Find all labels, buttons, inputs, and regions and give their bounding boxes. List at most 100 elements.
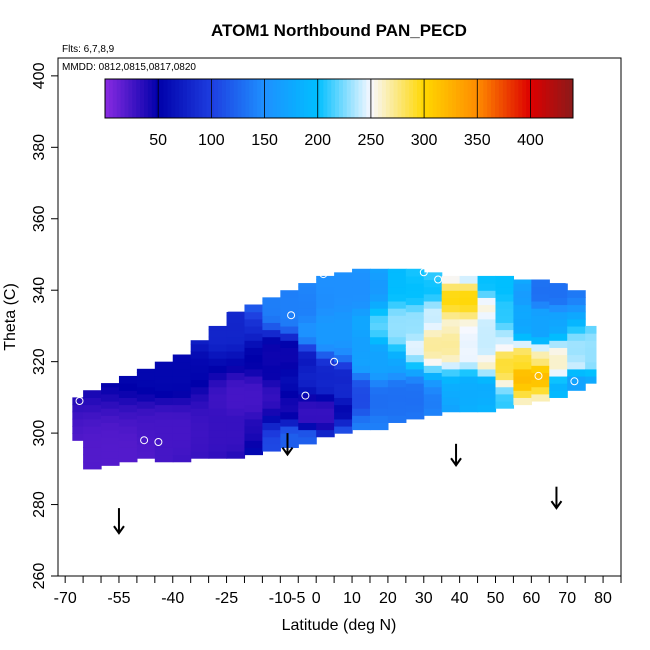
heatmap-cell [190, 450, 210, 459]
heatmap-cell [262, 300, 281, 309]
heatmap-cell [262, 350, 281, 359]
heatmap-cell [369, 308, 389, 316]
colorbar-segment [183, 79, 188, 118]
heatmap-cell [387, 286, 407, 295]
heatmap-cell [101, 443, 120, 452]
heatmap-cell [585, 354, 597, 363]
colorbar-segment [319, 79, 324, 118]
heatmap-cell [298, 286, 317, 295]
heatmap-cell [387, 336, 407, 345]
x-tick-label: 80 [594, 590, 612, 607]
heatmap-cell [298, 315, 317, 323]
heatmap-cell [585, 333, 597, 341]
heatmap-cell [118, 375, 138, 384]
heatmap-cell [298, 300, 317, 309]
heatmap-cell [495, 336, 515, 345]
heatmap-cell [226, 450, 246, 459]
sample-point [434, 275, 443, 284]
heatmap-cell [531, 343, 550, 352]
colorbar-segment [557, 79, 562, 118]
heatmap-cell [585, 340, 597, 348]
heatmap-cell [118, 433, 138, 441]
heatmap-cell [334, 297, 353, 306]
heatmap-cell [477, 333, 497, 341]
heatmap-cell [280, 411, 299, 420]
colorbar-tick-label: 250 [358, 132, 385, 149]
heatmap-cell [334, 397, 353, 406]
heatmap-cell [280, 368, 299, 377]
heatmap-cell [118, 454, 138, 463]
heatmap-cell [352, 336, 371, 345]
y-tick-label: 260 [31, 563, 48, 590]
heatmap-cell [459, 354, 479, 363]
colorbar-segment [409, 79, 414, 118]
heatmap-cell [154, 368, 174, 377]
heatmap-cell [172, 454, 192, 463]
heatmap-cell [477, 340, 497, 348]
y-tick-label: 320 [31, 348, 48, 375]
heatmap-cell [334, 318, 353, 327]
colorbar-segment [105, 79, 110, 118]
heatmap-cell [549, 304, 568, 313]
heatmap-cell [531, 358, 550, 366]
heatmap-cell [226, 336, 246, 345]
heatmap-cell [441, 333, 461, 341]
colorbar-segment [467, 79, 473, 118]
colorbar-segment [249, 79, 254, 118]
heatmap-cell [172, 425, 192, 434]
heatmap-cell [172, 361, 192, 370]
colorbar-segment [327, 79, 332, 118]
x-tick-label: -70 [54, 590, 77, 607]
heatmap-cell [101, 393, 120, 402]
heatmap-cell [459, 325, 479, 334]
heatmap-cell [316, 358, 335, 366]
heatmap-cell [262, 329, 281, 338]
dates-note: MMDD: 0812,0815,0817,0820 [62, 62, 196, 73]
heatmap-cell [513, 333, 532, 341]
heatmap-cell [244, 333, 263, 341]
heatmap-cell [352, 300, 371, 309]
heatmap-cell [352, 272, 371, 281]
heatmap-cell [262, 336, 281, 345]
colorbar-segment [366, 79, 371, 118]
colorbar-segment [140, 79, 145, 118]
heatmap-cell [316, 408, 335, 416]
heatmap-cell [495, 329, 515, 338]
heatmap-cell [423, 393, 443, 402]
heatmap-cell [352, 279, 371, 288]
x-tick-label: -40 [161, 590, 184, 607]
colorbar-segment [132, 79, 137, 118]
colorbar-segment [537, 79, 543, 118]
heatmap-cell [190, 340, 210, 345]
heatmap-cell [405, 390, 425, 398]
heatmap-cell [136, 443, 156, 452]
heatmap-cell [352, 365, 371, 373]
heatmap-cell [441, 340, 461, 348]
heatmap-cell [208, 415, 228, 423]
heatmap-cell [316, 279, 335, 288]
heatmap-cell [495, 393, 515, 402]
colorbar-segment [202, 79, 207, 118]
heatmap-cell [244, 397, 263, 406]
heatmap-cell [334, 347, 353, 356]
heatmap-cell [280, 290, 299, 298]
heatmap-cell [244, 347, 263, 356]
heatmap-cell [190, 436, 210, 445]
heatmap-cell [423, 365, 443, 373]
chart-title: ATOM1 Northbound PAN_PECD [211, 21, 467, 40]
heatmap-cell [441, 397, 461, 406]
heatmap-cell [423, 358, 443, 366]
heatmap-cell [459, 390, 479, 398]
heatmap-cell [459, 318, 479, 327]
heatmap-cell [352, 315, 371, 323]
heatmap-cell [567, 347, 586, 356]
y-axis: 260 280 300 320 340 360 380 400 [31, 62, 58, 589]
heatmap-cell [244, 318, 263, 327]
heatmap-cell [477, 347, 497, 356]
colorbar-segment [381, 79, 387, 118]
heatmap-cell [352, 386, 371, 395]
heatmap-cell [352, 422, 371, 431]
heatmap-cell [83, 461, 102, 470]
colorbar-segment [257, 79, 262, 118]
